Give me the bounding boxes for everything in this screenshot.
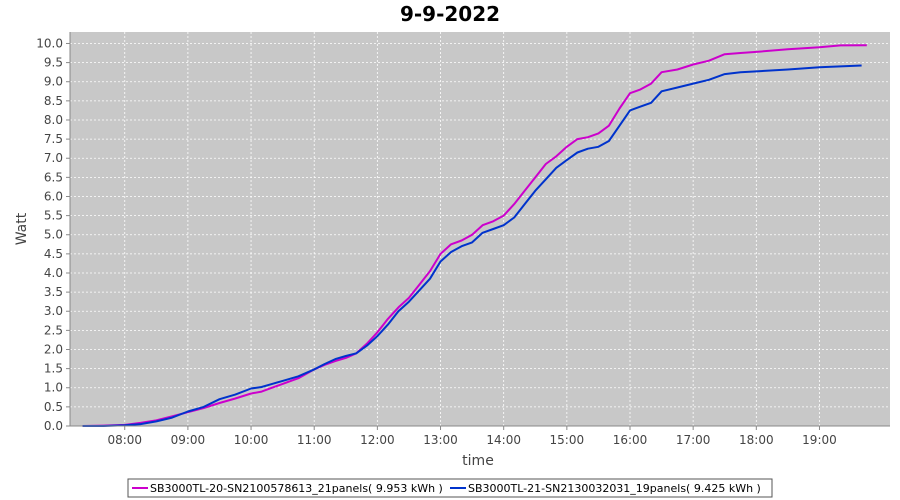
y-tick-label: 7.0	[44, 151, 63, 165]
x-tick-label: 18:00	[739, 433, 774, 447]
y-tick-label: 1.5	[44, 362, 63, 376]
y-tick-label: 4.5	[44, 247, 63, 261]
x-tick-label: 10:00	[234, 433, 269, 447]
x-tick-label: 19:00	[802, 433, 837, 447]
y-tick-label: 2.5	[44, 323, 63, 337]
legend-label-2: SB3000TL-21-SN2130032031_19panels( 9.425…	[468, 482, 761, 495]
y-axis-label: Watt	[14, 212, 30, 245]
y-tick-label: 3.5	[44, 285, 63, 299]
x-tick-label: 12:00	[360, 433, 395, 447]
x-tick-label: 16:00	[613, 433, 648, 447]
series-lines	[82, 44, 867, 427]
plot-area	[70, 32, 890, 426]
y-tick-label: 5.0	[44, 228, 63, 242]
y-tick-label: 0.5	[44, 400, 63, 414]
y-tick-label: 1.0	[44, 381, 63, 395]
series-line-1	[82, 44, 867, 427]
y-tick-label: 2.0	[44, 342, 63, 356]
y-tick-label: 8.5	[44, 94, 63, 108]
y-tick-label: 6.0	[44, 189, 63, 203]
chart-title: 9-9-2022	[400, 2, 500, 26]
x-axis-label: time	[462, 453, 494, 469]
y-tick-label: 3.0	[44, 304, 63, 318]
legend: SB3000TL-20-SN2100578613_21panels( 9.953…	[127, 478, 773, 498]
y-tick-label: 5.5	[44, 209, 63, 223]
y-tick-label: 7.5	[44, 132, 63, 146]
x-tick-label: 09:00	[171, 433, 206, 447]
series-line-2	[82, 64, 862, 427]
x-tick-label: 17:00	[676, 433, 711, 447]
legend-label-1: SB3000TL-20-SN2100578613_21panels( 9.953…	[150, 482, 443, 495]
y-tick-label: 9.5	[44, 56, 63, 70]
y-tick-label: 4.0	[44, 266, 63, 280]
y-tick-label: 8.0	[44, 113, 63, 127]
y-tick-label: 0.0	[44, 419, 63, 433]
x-tick-label: 11:00	[297, 433, 332, 447]
y-tick-label: 9.0	[44, 75, 63, 89]
y-tick-label: 6.5	[44, 170, 63, 184]
x-tick-label: 14:00	[486, 433, 521, 447]
grid-lines	[70, 32, 890, 427]
x-tick-label: 08:00	[107, 433, 142, 447]
x-axis: 08:00 09:00 10:00 11:00 12:00 13:00 14:00 15:00…	[70, 425, 890, 447]
y-axis: 0.0 0.5 1.0 1.5 2.0 2.5 3.0 3.5 4.0 4.5 5.0 5.5 6.0 6…	[36, 32, 71, 433]
x-tick-label: 13:00	[423, 433, 458, 447]
y-tick-label: 10.0	[36, 36, 63, 50]
x-tick-label: 15:00	[550, 433, 585, 447]
